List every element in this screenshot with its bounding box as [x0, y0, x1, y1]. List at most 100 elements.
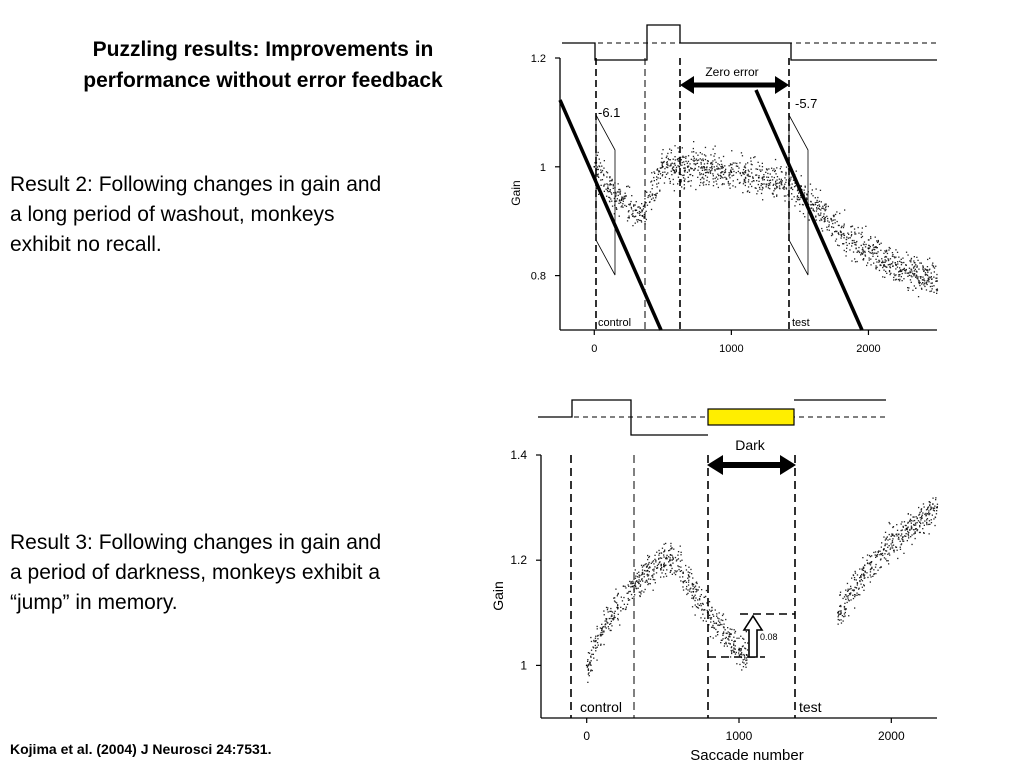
chart-2-point [692, 597, 695, 599]
chart-1-point [743, 181, 745, 183]
chart-1-point [878, 259, 880, 261]
chart-1-point [734, 186, 737, 188]
chart-1-point [673, 166, 675, 168]
chart-1-point [886, 272, 888, 274]
chart-1-point [690, 173, 692, 176]
chart-1-point [710, 170, 712, 172]
chart-1-point [603, 174, 605, 177]
chart-2-point [643, 591, 645, 593]
chart-2-point [930, 519, 932, 521]
chart-2-point [898, 536, 900, 538]
chart-1-point [803, 194, 805, 196]
chart-1-point [900, 270, 903, 272]
chart-1-point [777, 182, 779, 184]
chart-1-point [699, 152, 701, 154]
chart-1-point [831, 226, 833, 228]
chart-1-point [779, 168, 781, 170]
chart-2-point [680, 570, 683, 572]
chart-2-point [639, 595, 641, 597]
chart-2-point [928, 520, 931, 522]
chart-1-point [861, 231, 863, 234]
chart-2-point [660, 565, 662, 567]
chart-2-point [934, 505, 936, 507]
chart-1-point [883, 252, 885, 254]
chart-1-point [870, 258, 872, 260]
chart-2-point [925, 514, 927, 516]
chart-1-point [729, 170, 732, 172]
chart-2-point [861, 586, 863, 588]
chart-1-point [763, 174, 765, 176]
chart-2-point [745, 657, 748, 659]
chart-1-point [914, 273, 916, 275]
chart-2-point [843, 616, 845, 618]
chart-1-point [661, 163, 663, 165]
chart-2-point [843, 596, 846, 598]
chart-1-point [776, 179, 778, 181]
chart-1-point [720, 160, 722, 162]
chart-1-point [919, 284, 921, 287]
chart-2-point [863, 589, 865, 591]
chart-1-point [834, 222, 836, 224]
chart-1-point [901, 269, 904, 271]
chart-1-point [626, 220, 629, 222]
chart-2-point [588, 675, 590, 677]
chart-1-point [708, 183, 710, 186]
chart-2-point [636, 580, 638, 582]
chart-1-point [832, 226, 835, 229]
chart-1-point [868, 247, 871, 249]
chart-1-point [664, 176, 667, 178]
chart-2-point [742, 637, 744, 640]
chart-1-point [883, 264, 885, 266]
chart-1-point [622, 200, 624, 202]
chart-1-point [885, 270, 887, 273]
chart-1-point [695, 188, 697, 191]
chart-1-point [830, 234, 833, 237]
chart-2-point [632, 582, 635, 584]
chart-1-point [615, 195, 617, 197]
chart-1-point [683, 187, 686, 189]
chart-2-point [844, 615, 846, 617]
chart-1-point [834, 231, 836, 233]
chart-1-point [617, 183, 619, 185]
chart-1-point [933, 267, 936, 269]
chart-2-point [660, 568, 662, 570]
chart-2-point [625, 608, 627, 610]
chart-1-point [928, 281, 930, 283]
chart-2-data-points [585, 497, 939, 683]
chart-1-point [732, 174, 735, 176]
chart-1-point [828, 225, 830, 228]
chart-1-point [828, 221, 830, 223]
chart-2-point [609, 629, 611, 632]
chart-2-point [864, 571, 866, 573]
chart-2-point [710, 617, 713, 619]
chart-2-point [862, 569, 864, 571]
chart-1-point [863, 241, 866, 243]
chart-2-point [627, 584, 629, 586]
chart-2-point [663, 556, 665, 558]
result-3-text: Result 3: Following changes in gain and … [10, 531, 382, 614]
chart-1-point [650, 181, 652, 183]
chart-1-point [747, 181, 750, 183]
chart-1-point [606, 172, 609, 174]
chart-1-point [799, 198, 801, 200]
chart-2-point [877, 569, 879, 571]
chart-2-point [879, 559, 882, 561]
chart-1-point [785, 174, 787, 176]
chart-2-point [895, 546, 898, 548]
chart-2-point [872, 575, 874, 577]
chart-2-point [893, 551, 895, 553]
chart-2-point [692, 577, 694, 579]
chart-1-point [600, 179, 602, 181]
chart-2-point [744, 656, 746, 658]
chart-2-point [928, 510, 930, 512]
chart-2-point [663, 563, 665, 566]
chart-2-point [911, 528, 913, 530]
chart-2-point [648, 578, 650, 580]
chart-2-point [721, 623, 723, 626]
chart-2-point [641, 566, 644, 568]
chart-2-point [649, 566, 651, 569]
chart-2-point [641, 578, 643, 580]
chart-2-point [840, 610, 842, 612]
chart-2-point [663, 562, 665, 564]
chart-1-point [735, 165, 738, 167]
